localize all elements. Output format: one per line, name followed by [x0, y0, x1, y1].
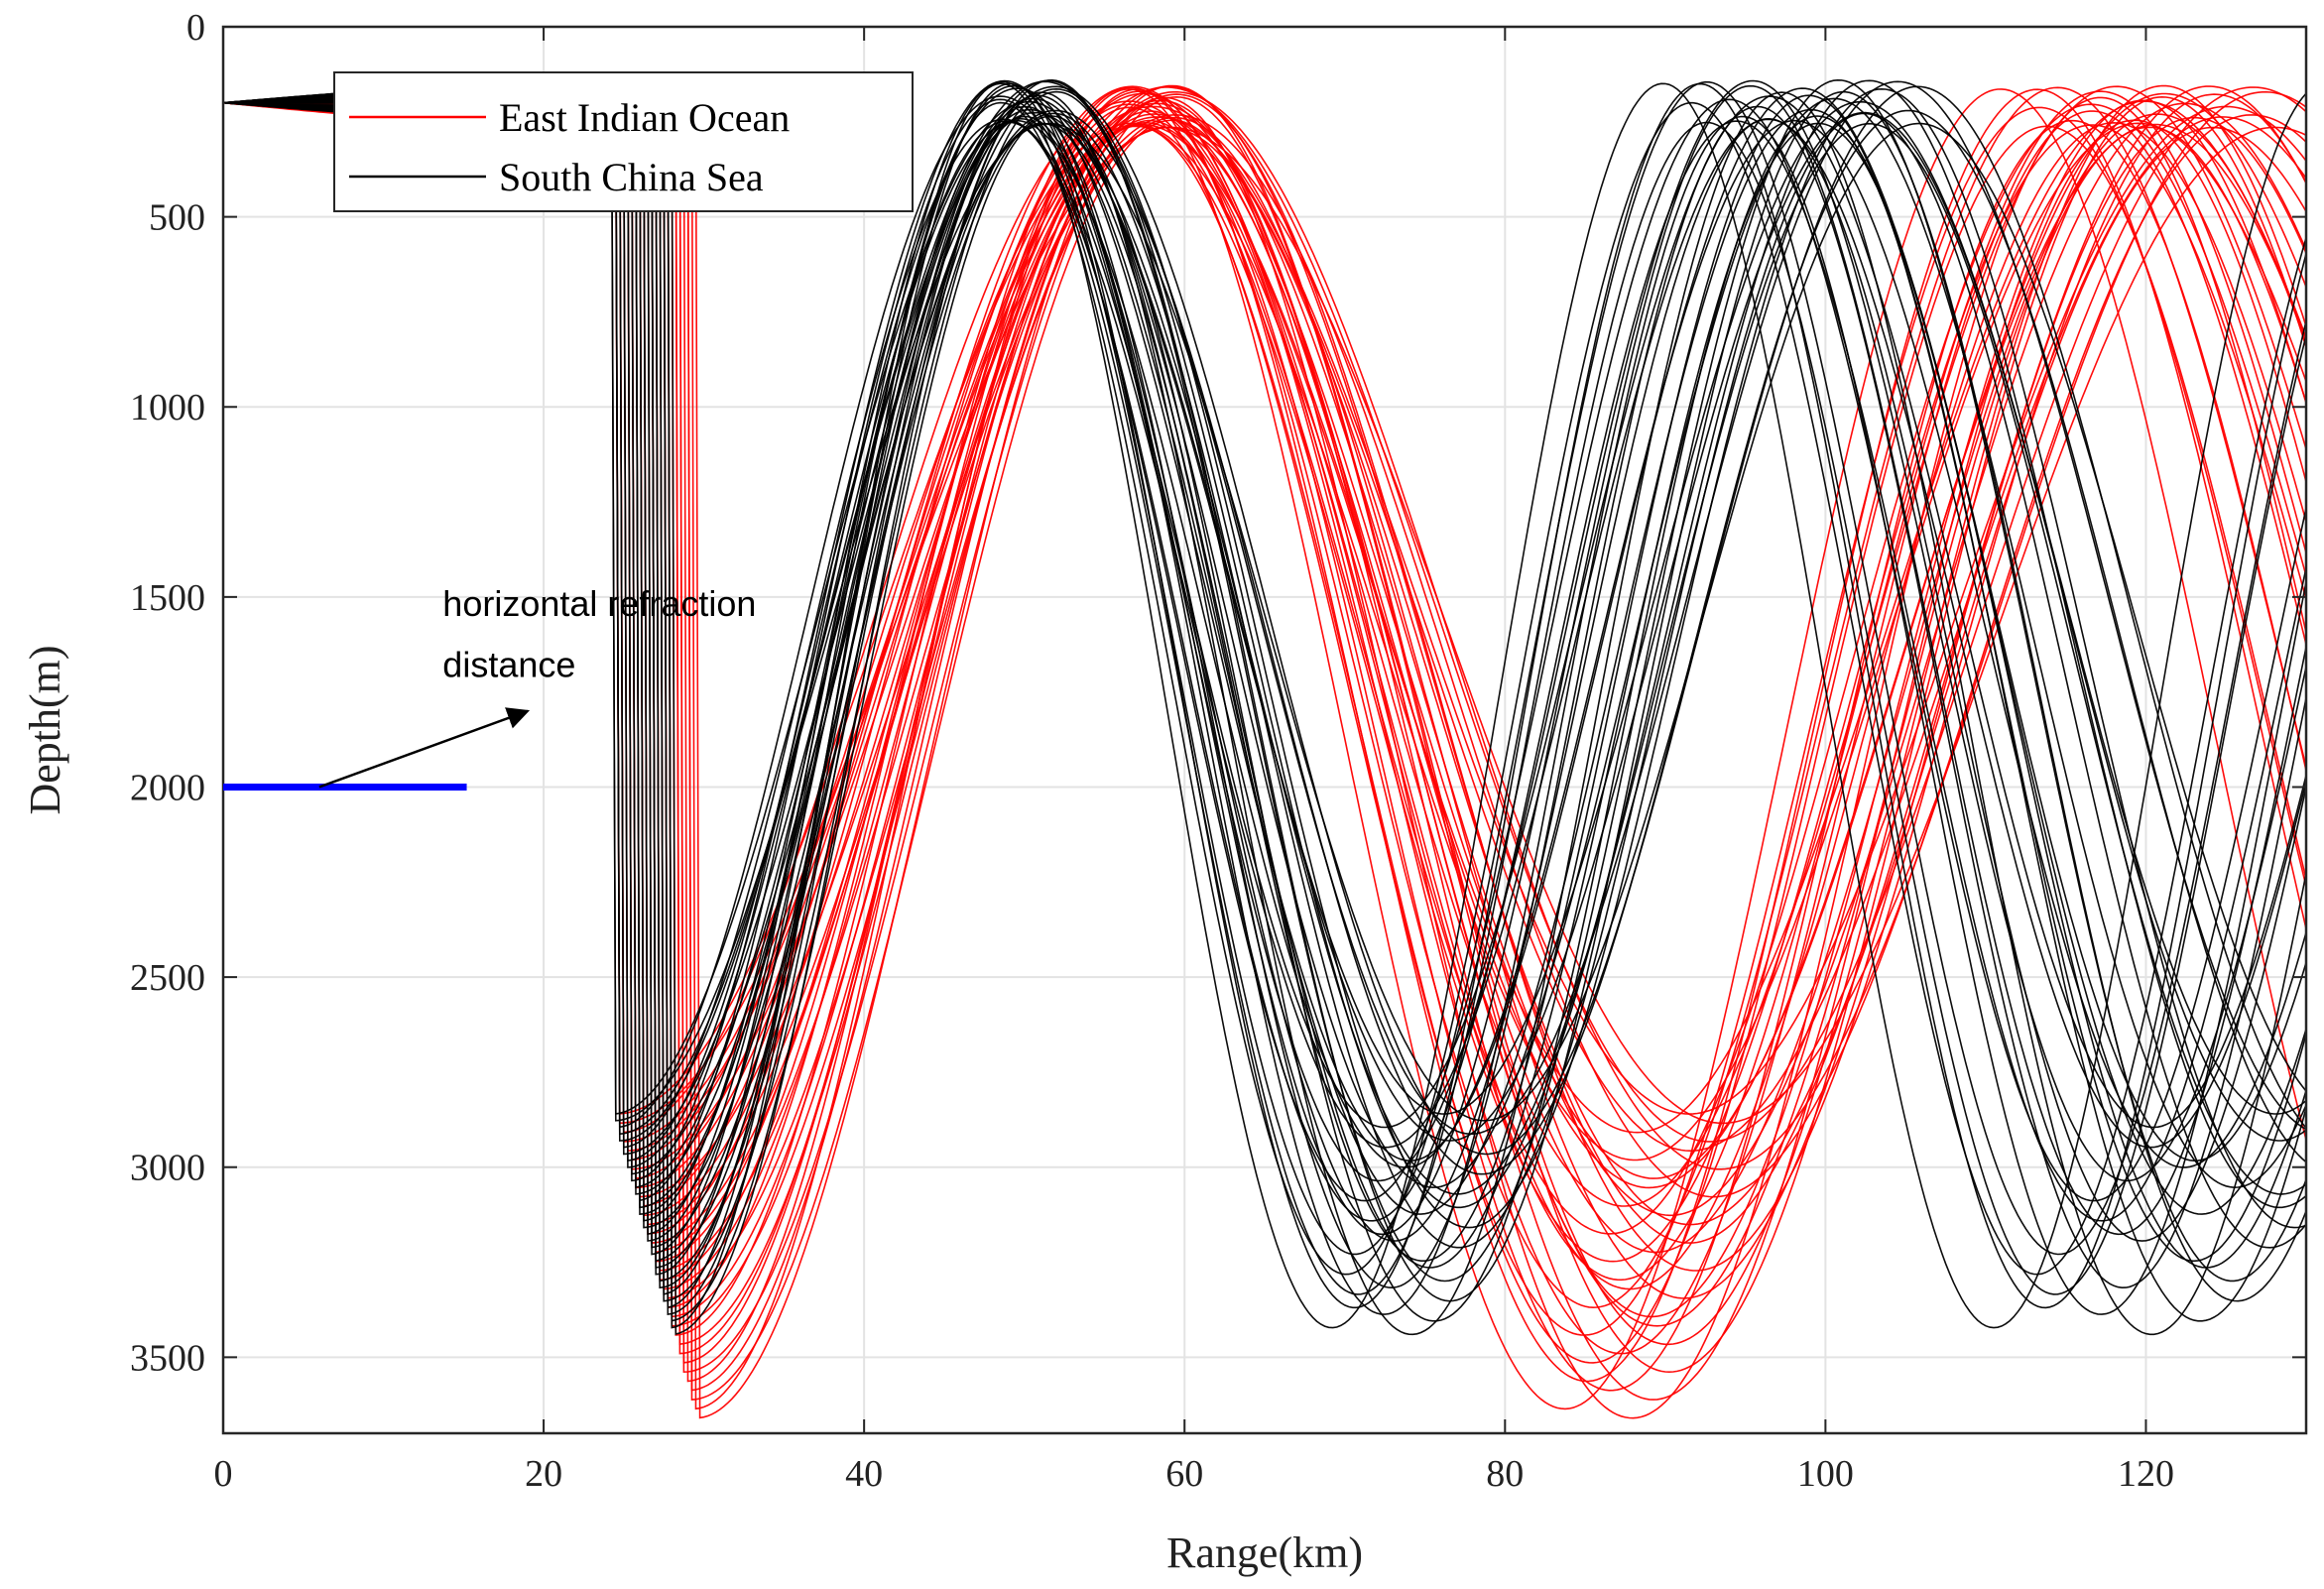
annotation-text-line2: distance	[442, 644, 575, 684]
y-tick-label-2500: 2500	[130, 957, 205, 999]
legend-label-east-indian-ocean: East Indian Ocean	[499, 95, 790, 140]
legend-label-south-china-sea: South China Sea	[499, 155, 764, 199]
x-axis-label: Range(km)	[1166, 1528, 1363, 1577]
annotation: horizontal refraction distance	[223, 583, 756, 791]
plot-frame	[221, 25, 2308, 1435]
y-tick-label-1000: 1000	[130, 387, 205, 428]
x-tick-label-120: 120	[2118, 1453, 2174, 1495]
grid	[223, 27, 2306, 1433]
y-axis-label: Depth(m)	[21, 645, 69, 814]
legend: East Indian Ocean South China Sea	[333, 71, 914, 212]
x-tick-label-100: 100	[1797, 1453, 1854, 1495]
annotation-arrow	[318, 707, 531, 789]
y-tick-label-0: 0	[186, 7, 205, 49]
x-tick-label-60: 60	[1165, 1453, 1203, 1495]
x-tick-label-0: 0	[214, 1453, 233, 1495]
x-tick-label-20: 20	[525, 1453, 562, 1495]
annotation-text-line1: horizontal refraction	[442, 583, 756, 624]
legend-box	[333, 71, 914, 212]
y-tick-label-3000: 3000	[130, 1148, 205, 1189]
x-tick-label-80: 80	[1486, 1453, 1524, 1495]
y-tick-label-2000: 2000	[130, 767, 205, 808]
y-tick-label-500: 500	[149, 197, 205, 239]
y-tick-label-3500: 3500	[130, 1337, 205, 1379]
y-tick-label-1500: 1500	[130, 577, 205, 619]
x-tick-label-40: 40	[845, 1453, 883, 1495]
